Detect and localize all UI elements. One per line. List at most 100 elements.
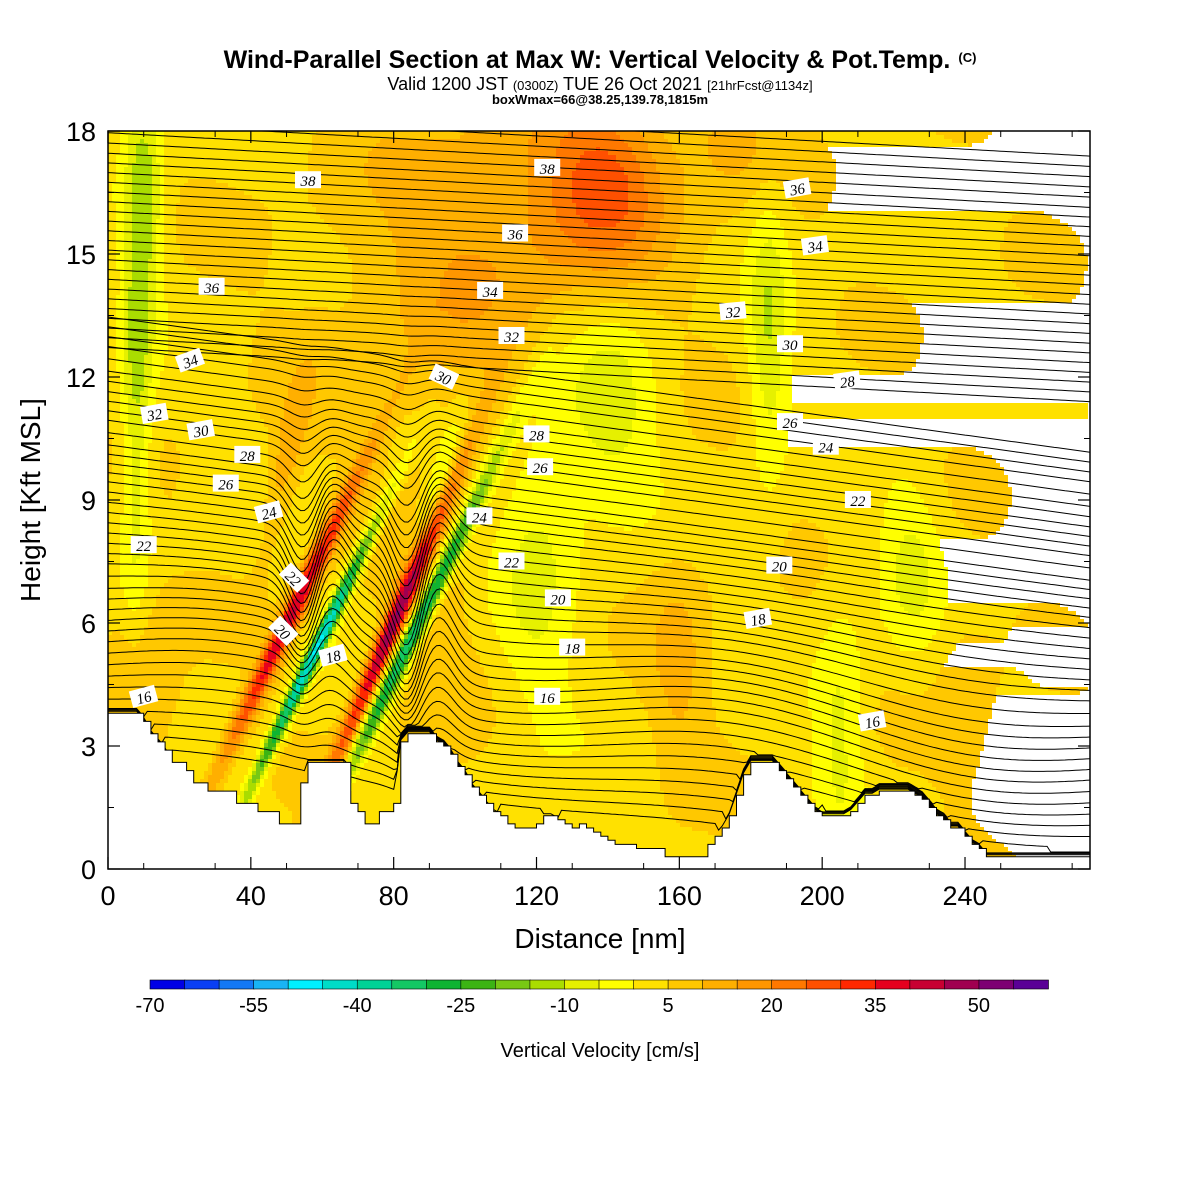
w-cell — [156, 267, 164, 271]
w-cell — [448, 467, 452, 471]
w-cell — [304, 611, 308, 615]
w-cell — [328, 307, 340, 311]
w-cell — [576, 207, 628, 211]
w-cell — [764, 291, 772, 295]
w-cell — [188, 263, 268, 267]
w-cell — [1012, 279, 1084, 283]
w-cell — [396, 595, 400, 599]
w-cell — [280, 443, 300, 447]
w-cell — [364, 551, 368, 555]
w-cell — [880, 543, 900, 547]
w-cell — [588, 435, 632, 439]
w-cell — [156, 239, 164, 243]
w-cell — [372, 515, 376, 519]
w-cell — [492, 479, 496, 483]
w-cell — [388, 671, 392, 675]
w-cell — [284, 407, 312, 411]
w-cell — [152, 219, 156, 223]
w-cell — [460, 563, 488, 567]
w-cell — [420, 539, 424, 543]
w-cell — [692, 695, 712, 699]
w-cell — [304, 467, 336, 471]
w-cell — [528, 143, 560, 147]
w-cell — [116, 179, 124, 183]
w-cell — [348, 611, 376, 615]
w-cell — [512, 403, 576, 407]
w-cell — [624, 447, 660, 451]
w-cell — [472, 491, 476, 495]
w-cell — [272, 667, 276, 671]
w-cell — [772, 319, 784, 323]
w-cell — [896, 579, 928, 583]
w-cell — [356, 703, 364, 707]
w-cell — [380, 647, 388, 651]
w-cell — [376, 715, 380, 719]
w-cell — [452, 451, 456, 455]
w-cell — [360, 563, 364, 567]
w-cell — [288, 391, 316, 395]
w-cell — [316, 559, 320, 563]
w-cell — [496, 267, 592, 271]
w-cell — [416, 599, 420, 603]
w-cell — [432, 471, 444, 475]
w-cell — [340, 575, 344, 579]
w-cell — [288, 715, 292, 719]
w-cell — [688, 319, 744, 323]
w-cell — [160, 171, 164, 175]
w-cell — [576, 715, 648, 719]
w-cell — [392, 683, 396, 687]
w-cell — [140, 399, 148, 403]
w-cell — [228, 727, 232, 731]
w-cell — [452, 495, 456, 499]
w-cell — [948, 491, 1012, 495]
w-cell — [128, 151, 136, 155]
w-cell — [380, 667, 384, 671]
w-cell — [880, 587, 896, 591]
w-cell — [396, 483, 400, 487]
w-cell — [972, 531, 996, 535]
w-cell — [580, 559, 672, 563]
w-cell — [660, 615, 688, 619]
w-cell — [668, 263, 700, 267]
w-cell — [284, 675, 292, 679]
w-cell — [900, 595, 928, 599]
w-cell — [688, 611, 712, 615]
w-cell — [256, 691, 260, 695]
w-cell — [376, 611, 384, 615]
w-cell — [132, 515, 140, 519]
w-cell — [168, 327, 256, 331]
w-cell — [132, 475, 140, 479]
w-cell — [140, 555, 148, 559]
w-cell — [876, 707, 992, 711]
w-cell — [124, 283, 132, 287]
w-cell — [344, 551, 352, 555]
w-cell — [256, 727, 268, 731]
w-cell — [308, 191, 372, 195]
w-cell — [124, 487, 132, 491]
w-cell — [708, 147, 756, 151]
w-cell — [840, 687, 860, 691]
w-cell — [140, 479, 148, 483]
w-cell — [496, 631, 528, 635]
w-cell — [384, 527, 420, 531]
w-cell — [356, 495, 360, 499]
w-cell — [288, 687, 292, 691]
w-cell — [288, 591, 292, 595]
w-cell — [556, 579, 580, 583]
w-cell — [1024, 607, 1068, 611]
w-cell — [412, 579, 416, 583]
w-cell — [108, 659, 204, 663]
w-cell — [316, 527, 320, 531]
w-cell — [632, 435, 656, 439]
w-cell — [440, 499, 444, 503]
w-cell — [316, 531, 320, 535]
w-cell — [852, 623, 884, 627]
w-cell — [796, 295, 844, 299]
w-cell — [656, 163, 680, 167]
w-cell — [304, 471, 336, 475]
w-cell — [484, 491, 488, 495]
w-cell — [380, 499, 384, 503]
w-cell — [400, 675, 404, 679]
w-cell — [384, 403, 396, 407]
w-cell — [756, 427, 788, 431]
